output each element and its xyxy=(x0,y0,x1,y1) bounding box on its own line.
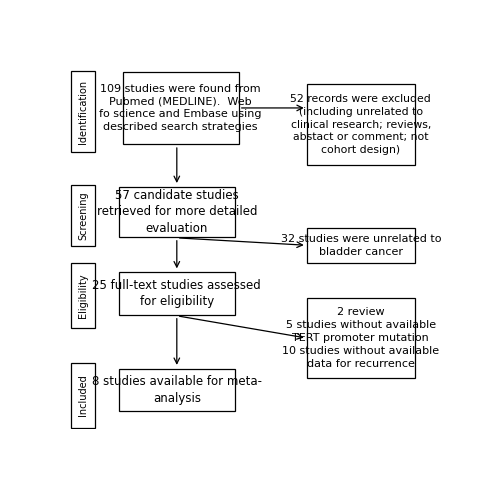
Text: 57 candidate studies
retrieved for more detailed
evaluation: 57 candidate studies retrieved for more … xyxy=(96,189,257,235)
Text: Included: Included xyxy=(78,375,88,416)
Bar xyxy=(118,369,235,411)
Bar xyxy=(306,84,415,165)
Text: 52 records were excluded
(including unrelated to
clinical research; reviews,
abs: 52 records were excluded (including unre… xyxy=(290,94,431,155)
Bar xyxy=(71,363,95,428)
Text: 8 studies available for meta-
analysis: 8 studies available for meta- analysis xyxy=(92,375,262,405)
Text: Screening: Screening xyxy=(78,191,88,240)
Bar xyxy=(118,272,235,315)
Text: 2 review
5 studies without available
TERT promoter mutation
10 studies without a: 2 review 5 studies without available TER… xyxy=(282,308,440,369)
Bar xyxy=(306,298,415,378)
Bar xyxy=(71,263,95,328)
Bar xyxy=(71,185,95,246)
Bar xyxy=(122,72,239,144)
Text: Eligibility: Eligibility xyxy=(78,273,88,318)
Bar xyxy=(118,187,235,237)
Bar xyxy=(71,71,95,152)
Text: 32 studies were unrelated to
bladder cancer: 32 studies were unrelated to bladder can… xyxy=(280,234,441,257)
Text: 109 studies were found from
Pubmed (MEDLINE).  Web
fo science and Embase using
d: 109 studies were found from Pubmed (MEDL… xyxy=(100,84,262,132)
Bar xyxy=(306,228,415,263)
Text: 25 full-text studies assessed
for eligibility: 25 full-text studies assessed for eligib… xyxy=(92,279,261,308)
Text: Identification: Identification xyxy=(78,80,88,144)
